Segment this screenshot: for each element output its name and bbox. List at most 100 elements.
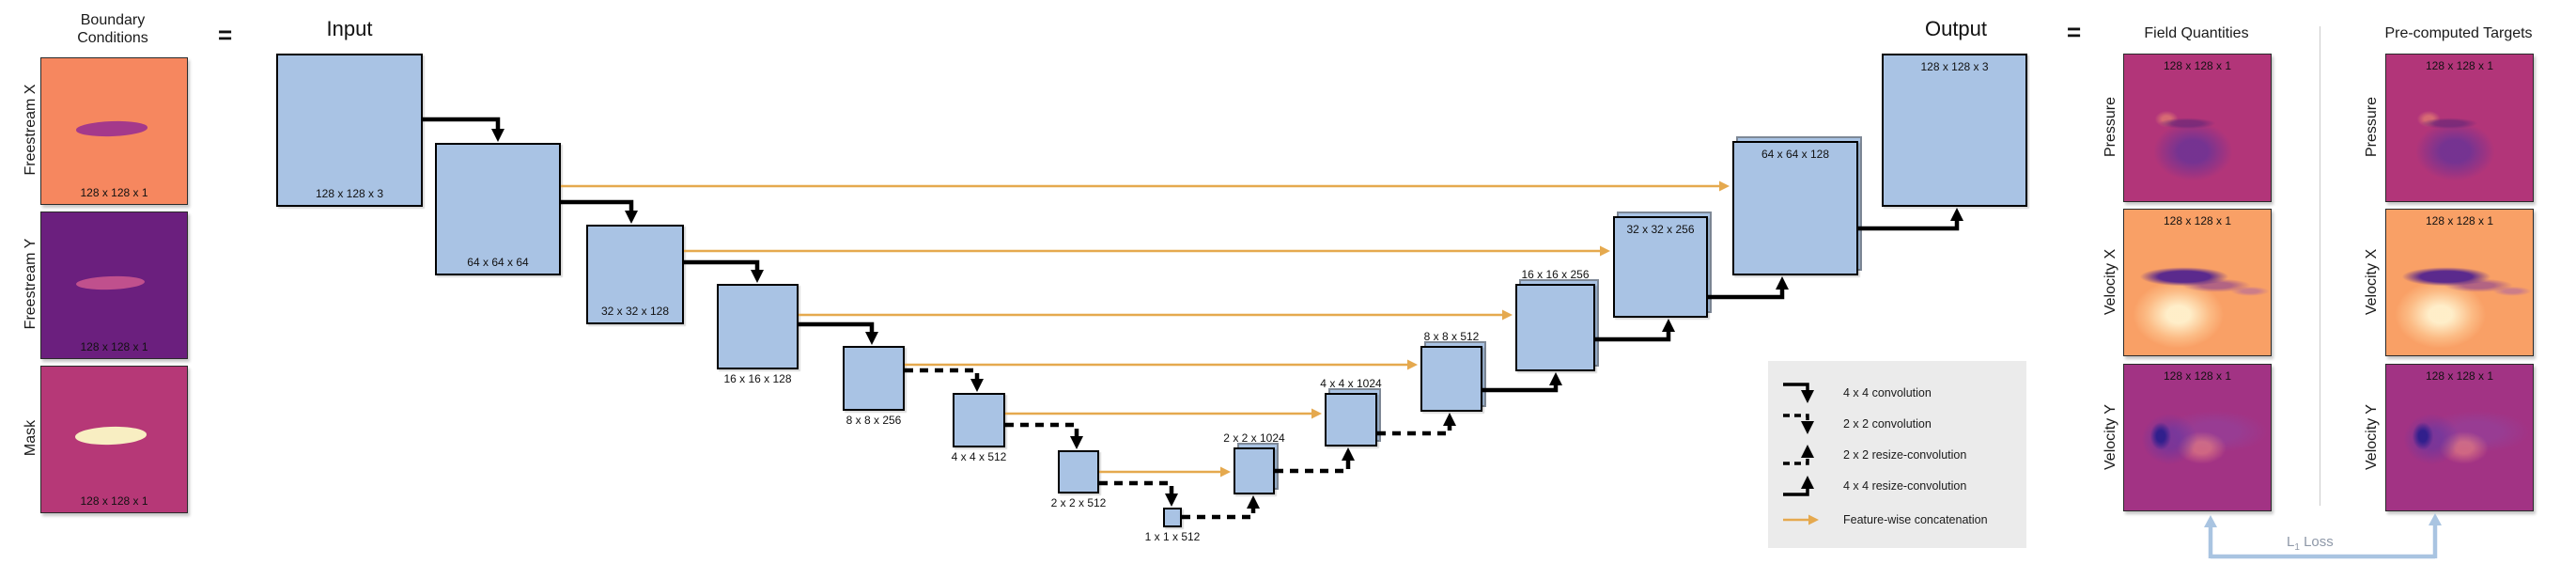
block-dims: 4 x 4 x 512 — [951, 450, 1007, 463]
boundary-title-line1: Boundary — [80, 12, 146, 28]
pt-velocity-y-image: 128 x 128 x 1 — [2385, 364, 2534, 511]
pt-velocity-x-dims: 128 x 128 x 1 — [2425, 214, 2494, 227]
unet-block-bottleneck: 1 x 1 x 512 — [1145, 508, 1200, 543]
unet-block-enc-16: 16 x 16 x 128 — [717, 284, 799, 385]
unet-block-input: 128 x 128 x 3 — [276, 54, 423, 207]
mask-label: Mask — [23, 419, 39, 457]
boundary-title-line2: Conditions — [77, 30, 148, 46]
conv2-arrow-2 — [1005, 422, 1083, 449]
unet-block-dec-16: 16 x 16 x 256 — [1515, 268, 1595, 371]
freestream-y-image: 128 x 128 x 1 — [40, 212, 188, 359]
precomputed-targets-title: Pre-computed Targets — [2384, 25, 2533, 41]
loss-word: Loss — [2304, 534, 2334, 550]
l1-loss-label: L1 Loss — [2287, 534, 2334, 553]
block-dims: 128 x 128 x 3 — [1920, 60, 1989, 73]
unet-block-enc-2: 2 x 2 x 512 — [1051, 450, 1106, 509]
fq-velocity-y-label: Velocity Y — [2103, 404, 2118, 470]
resize2-arrow-1 — [1182, 495, 1260, 520]
legend-label: 4 x 4 resize-convolution — [1843, 479, 1967, 493]
conv2-arrow-3 — [1099, 480, 1178, 507]
freestream-y-dims: 128 x 128 x 1 — [80, 340, 148, 353]
airfoil-shape — [75, 119, 148, 137]
resize4-arrow-2 — [1595, 319, 1675, 342]
conv4-arrow-3 — [684, 259, 764, 283]
block-dims: 8 x 8 x 512 — [1423, 330, 1480, 343]
resize2-arrows — [1182, 413, 1456, 520]
resize2-arrow-3 — [1377, 413, 1456, 436]
conv2-arrows — [905, 368, 1178, 507]
mask-dims: 128 x 128 x 1 — [80, 494, 148, 508]
unet-block-enc-4: 4 x 4 x 512 — [952, 393, 1006, 463]
unet-block-dec-8: 8 x 8 x 512 — [1420, 330, 1482, 412]
boundary-conditions-title: Boundary Conditions — [28, 11, 197, 47]
unet-block-enc-64: 64 x 64 x 64 — [435, 143, 561, 275]
pt-velocity-x-image: 128 x 128 x 1 — [2385, 209, 2534, 356]
field-quantities-title: Field Quantities — [2144, 25, 2249, 41]
block-dims: 8 x 8 x 256 — [846, 414, 902, 427]
unet-block-enc-32: 32 x 32 x 128 — [586, 225, 684, 324]
unet-block-enc-8: 8 x 8 x 256 — [843, 346, 905, 427]
resize4-icon — [1783, 476, 1814, 496]
block-dims: 32 x 32 x 256 — [1626, 223, 1695, 236]
fq-velocity-y-dims: 128 x 128 x 1 — [2163, 369, 2232, 383]
fq-pressure-dims: 128 x 128 x 1 — [2163, 59, 2232, 72]
airfoil-shape — [75, 274, 146, 291]
resize4-arrow-4 — [1858, 208, 1963, 231]
conv2-icon — [1783, 414, 1814, 434]
equals-sign-right: = — [2067, 18, 2082, 46]
block-dims: 4 x 4 x 1024 — [1320, 377, 1382, 390]
block-dims: 2 x 2 x 512 — [1050, 496, 1107, 509]
freestream-x-image: 128 x 128 x 1 — [40, 57, 188, 205]
fq-velocity-x-dims: 128 x 128 x 1 — [2163, 214, 2232, 227]
airfoil-shape — [74, 425, 147, 446]
unet-block-dec-4: 4 x 4 x 1024 — [1320, 377, 1382, 446]
unet-block-dec-2: 2 x 2 x 1024 — [1223, 431, 1285, 494]
conv4-arrow-4 — [799, 321, 878, 345]
resize4-arrow-3 — [1708, 276, 1789, 300]
legend-row-concat: Feature-wise concatenation — [1768, 506, 2026, 534]
loss-l: L — [2287, 534, 2295, 550]
legend-row-resize2: 2 x 2 resize-convolution — [1768, 441, 2026, 469]
legend-label: Feature-wise concatenation — [1843, 513, 1988, 526]
fq-pressure-image: 128 x 128 x 1 — [2123, 54, 2272, 202]
block-dims: 16 x 16 x 256 — [1521, 268, 1590, 281]
concat-icon — [1783, 514, 1819, 525]
block-dims: 32 x 32 x 128 — [600, 305, 670, 318]
unet-block-output: 128 x 128 x 3 — [1882, 54, 2027, 207]
mask-image: 128 x 128 x 1 — [40, 366, 188, 513]
block-dims: 64 x 64 x 64 — [467, 256, 529, 269]
output-title: Output — [1924, 17, 1988, 40]
legend-label: 2 x 2 convolution — [1843, 417, 1932, 431]
conv4-arrow-1 — [423, 117, 504, 142]
pt-velocity-y-dims: 128 x 128 x 1 — [2425, 369, 2494, 383]
legend-row-conv2: 2 x 2 convolution — [1768, 410, 2026, 438]
pt-pressure-dims: 128 x 128 x 1 — [2425, 59, 2494, 72]
block-dims: 2 x 2 x 1024 — [1223, 431, 1285, 445]
fq-velocity-x-image: 128 x 128 x 1 — [2123, 209, 2272, 356]
pt-velocity-y-label: Velocity Y — [2364, 404, 2380, 470]
legend-label: 4 x 4 convolution — [1843, 386, 1932, 400]
legend-row-resize4: 4 x 4 resize-convolution — [1768, 472, 2026, 500]
resize2-icon — [1783, 445, 1814, 465]
equals-sign-left: = — [218, 21, 233, 49]
conv4-arrow-2 — [561, 199, 638, 224]
block-dims: 128 x 128 x 3 — [315, 187, 384, 200]
block-dims: 64 x 64 x 128 — [1761, 148, 1830, 161]
conv2-arrow-1 — [905, 368, 984, 392]
unet-block-dec-32: 32 x 32 x 256 — [1613, 216, 1708, 318]
resize4-arrow-1 — [1482, 372, 1562, 393]
loss-sub: 1 — [2294, 542, 2300, 553]
pt-pressure-image: 128 x 128 x 1 — [2385, 54, 2534, 202]
input-title: Input — [326, 17, 373, 40]
legend-box: 4 x 4 convolution 2 x 2 convolution 2 x … — [1768, 361, 2026, 548]
freestream-x-dims: 128 x 128 x 1 — [80, 186, 148, 199]
legend-label: 2 x 2 resize-convolution — [1843, 448, 1967, 462]
block-dims: 1 x 1 x 512 — [1144, 530, 1201, 543]
fq-velocity-y-image: 128 x 128 x 1 — [2123, 364, 2272, 511]
legend-row-conv4: 4 x 4 convolution — [1768, 379, 2026, 407]
conv4-icon — [1783, 383, 1814, 403]
unet-block-dec-64: 64 x 64 x 128 — [1732, 141, 1858, 275]
resize2-arrow-2 — [1275, 447, 1355, 474]
block-dims: 16 x 16 x 128 — [723, 372, 792, 385]
